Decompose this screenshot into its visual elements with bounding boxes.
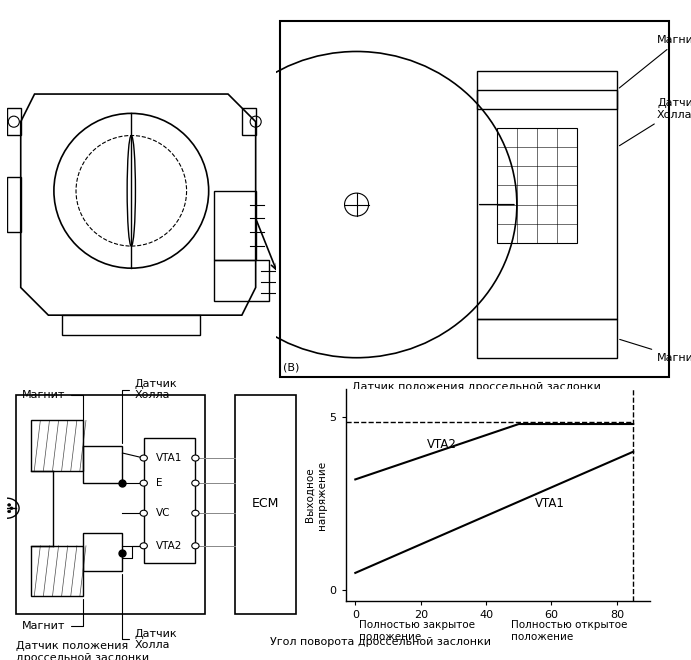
Circle shape	[140, 455, 147, 461]
Text: Магнит: Магнит	[620, 339, 691, 363]
Text: Угол поворота дроссельной заслонки: Угол поворота дроссельной заслонки	[269, 637, 491, 647]
Text: E: E	[156, 478, 162, 488]
Text: Полностью закрытое
положение: Полностью закрытое положение	[359, 620, 475, 642]
Circle shape	[192, 455, 199, 461]
Text: Магнит: Магнит	[22, 390, 83, 443]
Y-axis label: Выходное
напряжение: Выходное напряжение	[305, 461, 327, 529]
Circle shape	[192, 510, 199, 516]
Text: VTA2: VTA2	[156, 541, 182, 551]
Text: VTA2: VTA2	[427, 438, 457, 451]
Polygon shape	[31, 546, 83, 596]
Text: Полностью открытое
положение: Полностью открытое положение	[511, 620, 627, 642]
Text: VC: VC	[156, 508, 171, 518]
Text: Датчик положения дроссельной заслонки: Датчик положения дроссельной заслонки	[352, 407, 601, 418]
Circle shape	[192, 543, 199, 549]
Circle shape	[1, 507, 4, 510]
Text: Датчик положения дроссельной заслонки: Датчик положения дроссельной заслонки	[352, 382, 601, 392]
Circle shape	[3, 510, 6, 513]
Polygon shape	[31, 420, 83, 471]
Circle shape	[140, 543, 147, 549]
Text: Магнит: Магнит	[22, 599, 83, 631]
Text: Магнит: Магнит	[619, 35, 691, 88]
Circle shape	[3, 504, 6, 506]
Text: VTA1: VTA1	[156, 453, 182, 463]
Text: Датчик
Холла: Датчик Холла	[122, 379, 177, 443]
Text: VTA1: VTA1	[535, 497, 565, 510]
Circle shape	[8, 504, 10, 506]
Circle shape	[10, 507, 13, 510]
Text: (В): (В)	[283, 362, 299, 372]
Circle shape	[140, 480, 147, 486]
Circle shape	[140, 510, 147, 516]
Circle shape	[192, 480, 199, 486]
Text: Датчик
Холла: Датчик Холла	[122, 574, 177, 650]
Text: ECM: ECM	[252, 497, 279, 510]
Text: Датчик положения
дроссельной заслонки: Датчик положения дроссельной заслонки	[16, 641, 149, 660]
Circle shape	[8, 510, 10, 513]
Text: Датчик
Холла: Датчик Холла	[619, 98, 691, 146]
